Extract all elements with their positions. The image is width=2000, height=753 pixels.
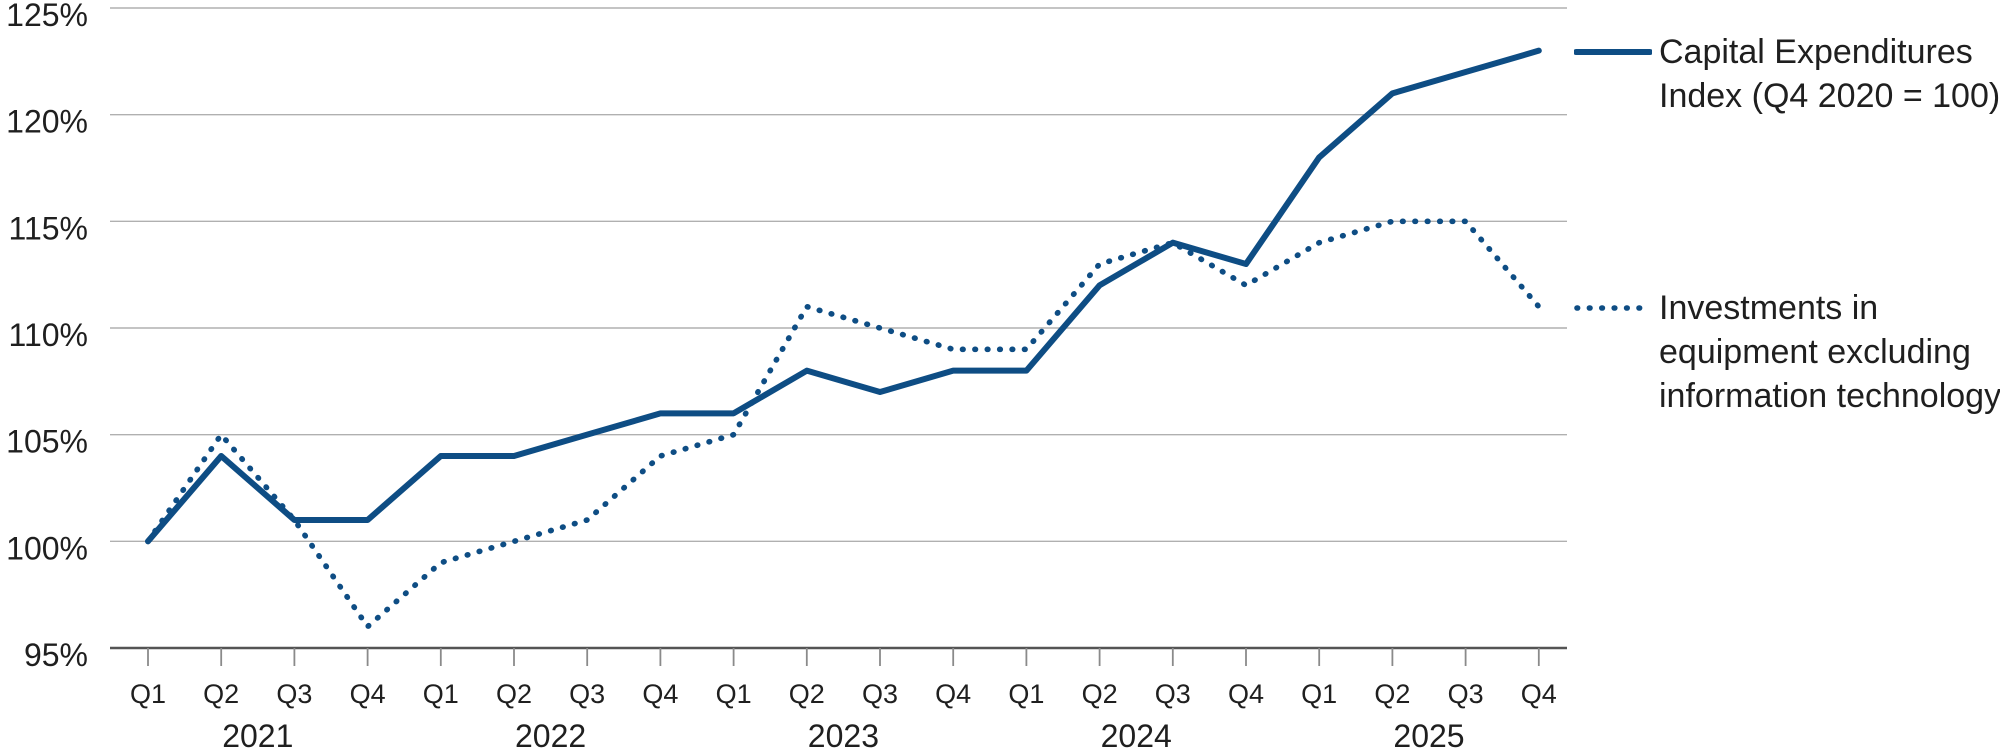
x-axis-year-label-2021: 2021 xyxy=(222,718,293,753)
x-axis-quarter-label: Q4 xyxy=(1228,679,1264,709)
legend-label-line: equipment excluding xyxy=(1659,333,1971,371)
x-axis-quarter-label: Q4 xyxy=(1521,679,1557,709)
y-axis-label-95: 95% xyxy=(24,637,88,673)
legend-label-line: information technology xyxy=(1659,377,2000,415)
x-axis-quarter-label: Q4 xyxy=(350,679,386,709)
x-axis-quarter-label: Q2 xyxy=(1374,679,1410,709)
x-axis-quarter-label: Q1 xyxy=(1301,679,1337,709)
x-axis-year-label-2023: 2023 xyxy=(808,718,879,753)
series-solid-line xyxy=(145,47,1542,545)
y-axis-label-120: 120% xyxy=(6,104,88,140)
x-axis-quarter-label: Q1 xyxy=(716,679,752,709)
x-axis-year-label-2022: 2022 xyxy=(515,718,586,753)
x-axis-quarter-label: Q3 xyxy=(1448,679,1484,709)
legend-solid-line-sample xyxy=(1574,49,1652,55)
legend-label-line: Index (Q4 2020 = 100) xyxy=(1659,77,2000,115)
x-axis-quarter-label: Q4 xyxy=(642,679,678,709)
x-axis-quarter-label: Q2 xyxy=(203,679,239,709)
y-axis-label-115: 115% xyxy=(9,210,88,246)
x-axis-quarter-label: Q3 xyxy=(1155,679,1191,709)
legend-label-line: Investments in xyxy=(1659,289,1879,327)
x-axis-quarter-label: Q3 xyxy=(569,679,605,709)
x-axis-quarter-label: Q2 xyxy=(496,679,532,709)
legend-dotted-line-sample xyxy=(1574,305,1652,311)
legend-label-line: Capital Expenditures xyxy=(1659,33,1973,71)
y-axis-label-125: 125% xyxy=(6,0,88,33)
x-axis-quarter-label: Q2 xyxy=(789,679,825,709)
x-axis-quarter-label: Q3 xyxy=(276,679,312,709)
x-axis-quarter-label: Q3 xyxy=(862,679,898,709)
series-dotted-line xyxy=(145,218,1542,630)
x-axis-quarter-label: Q2 xyxy=(1082,679,1118,709)
x-axis-quarter-label: Q4 xyxy=(935,679,971,709)
x-axis-quarter-label: Q1 xyxy=(130,679,166,709)
x-axis-year-label-2024: 2024 xyxy=(1101,718,1172,753)
legend-item-capital-expenditures: Capital Expenditures Index (Q4 2020 = 10… xyxy=(1659,30,2000,118)
y-axis-label-110: 110% xyxy=(9,317,88,353)
x-axis-quarter-label: Q1 xyxy=(423,679,459,709)
x-axis-year-label-2025: 2025 xyxy=(1393,718,1464,753)
x-axis-quarter-label: Q1 xyxy=(1008,679,1044,709)
y-axis-label-105: 105% xyxy=(6,424,88,460)
y-axis-label-100: 100% xyxy=(6,530,88,566)
legend-item-investments: Investments in equipment excluding infor… xyxy=(1659,286,2000,418)
